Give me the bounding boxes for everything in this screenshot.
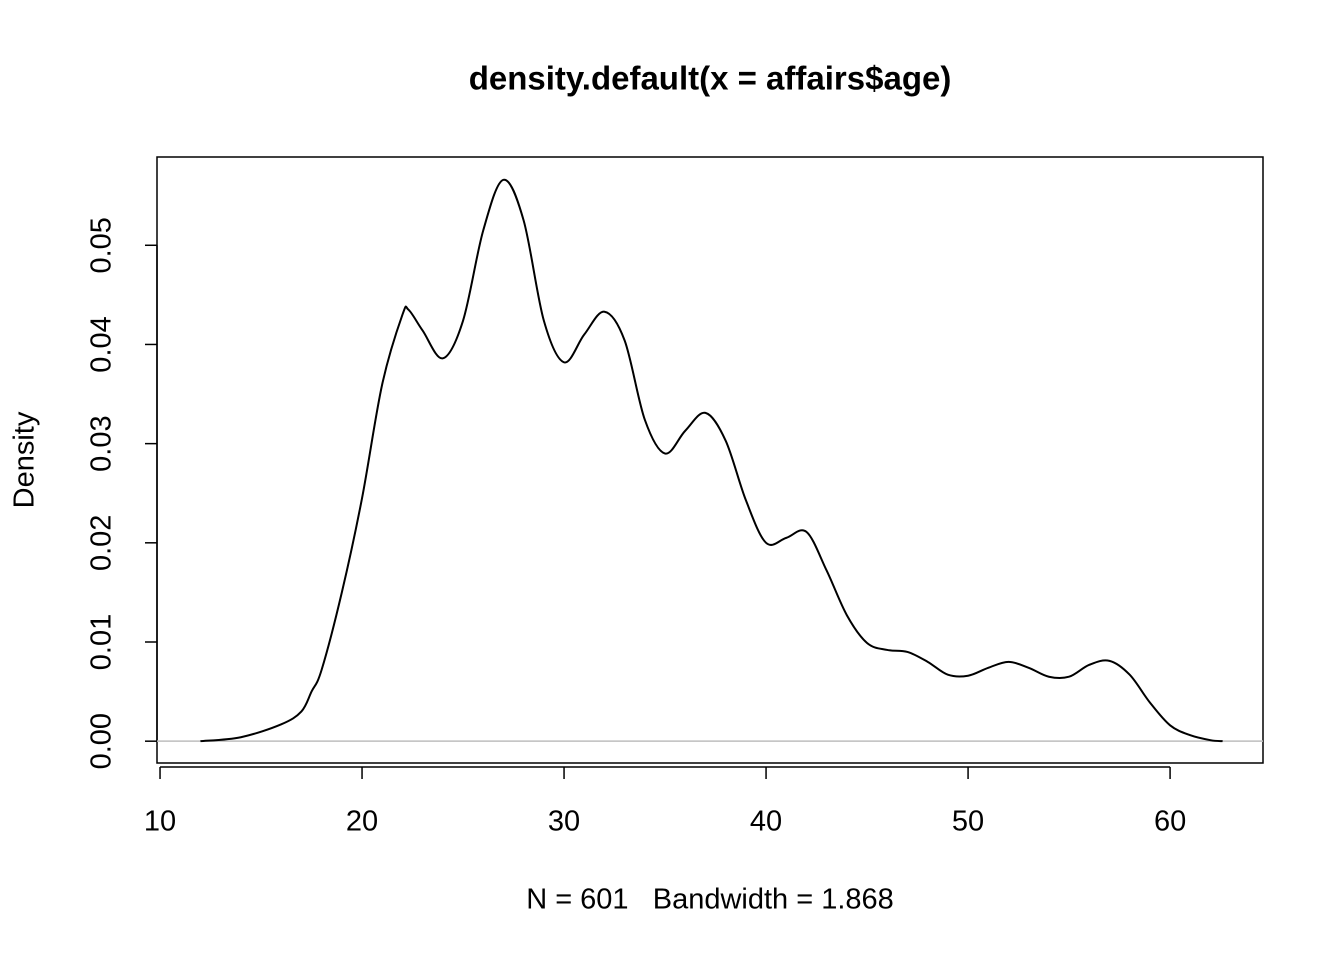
density-line <box>200 178 1223 743</box>
y-tick-label: 0.00 <box>86 713 118 769</box>
y-tick-label: 0.04 <box>86 316 118 372</box>
y-tick-label: 0.01 <box>86 614 118 670</box>
y-axis-label: Density <box>9 411 41 508</box>
x-tick-label: 40 <box>750 806 782 838</box>
x-tick-label: 50 <box>952 806 984 838</box>
x-axis-label: N = 601 Bandwidth = 1.868 <box>526 884 894 916</box>
y-tick-label: 0.03 <box>86 415 118 471</box>
y-tick-label: 0.05 <box>86 217 118 273</box>
y-tick-label: 0.02 <box>86 515 118 571</box>
x-tick-label: 20 <box>346 806 378 838</box>
x-tick-label: 60 <box>1154 806 1186 838</box>
x-tick-label: 30 <box>548 806 580 838</box>
x-tick-label: 10 <box>144 806 176 838</box>
chart-title: density.default(x = affairs$age) <box>469 60 952 97</box>
